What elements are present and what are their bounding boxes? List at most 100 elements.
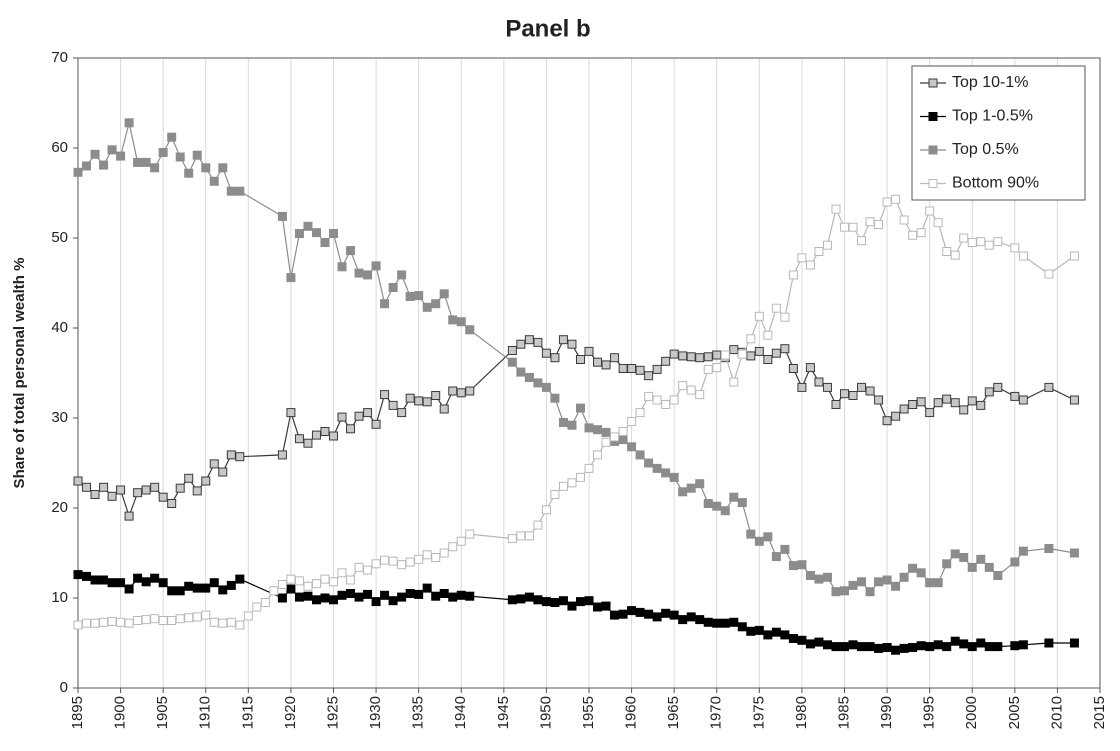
point xyxy=(294,592,304,602)
point xyxy=(82,161,92,171)
point xyxy=(311,595,321,605)
x-tick-label: 1955 xyxy=(580,696,597,729)
point xyxy=(950,398,960,408)
point xyxy=(805,260,815,270)
point xyxy=(226,450,236,460)
point xyxy=(90,149,100,159)
point xyxy=(610,432,620,442)
point xyxy=(337,262,347,272)
point xyxy=(558,418,568,427)
point xyxy=(746,351,756,361)
point xyxy=(925,206,935,216)
x-tick-label: 1985 xyxy=(835,696,852,729)
point xyxy=(235,620,245,630)
point xyxy=(371,597,381,607)
point xyxy=(448,386,458,396)
point xyxy=(209,459,219,469)
point xyxy=(150,482,160,492)
point xyxy=(627,417,637,427)
point xyxy=(175,586,185,596)
point xyxy=(984,240,994,250)
point xyxy=(857,382,867,392)
point xyxy=(294,576,304,586)
point xyxy=(192,612,202,622)
point xyxy=(627,606,637,616)
point xyxy=(414,589,424,599)
x-tick-label: 1940 xyxy=(452,696,469,729)
point xyxy=(584,463,594,473)
point xyxy=(456,590,466,600)
point xyxy=(507,346,517,355)
x-tick-label: 1975 xyxy=(750,696,767,729)
point xyxy=(840,389,849,399)
x-tick-label: 1960 xyxy=(623,696,640,729)
point xyxy=(984,562,994,572)
point xyxy=(346,589,356,598)
legend-marker xyxy=(928,78,938,88)
point xyxy=(277,593,287,603)
point xyxy=(627,364,637,373)
point xyxy=(610,353,620,363)
point xyxy=(524,592,534,602)
point xyxy=(788,364,798,373)
point xyxy=(942,247,952,256)
point xyxy=(90,618,100,628)
point xyxy=(516,367,526,377)
y-tick-label: 0 xyxy=(60,679,68,696)
point xyxy=(754,625,764,635)
point xyxy=(448,542,458,552)
point xyxy=(891,411,901,421)
point xyxy=(593,450,603,460)
point xyxy=(661,400,671,409)
point xyxy=(771,303,781,313)
point xyxy=(422,302,432,312)
point xyxy=(363,408,373,418)
point xyxy=(652,612,662,622)
point xyxy=(303,581,313,591)
point xyxy=(431,591,441,601)
x-tick-label: 1915 xyxy=(239,696,256,729)
point xyxy=(371,419,381,429)
point xyxy=(908,643,918,652)
point xyxy=(1044,382,1054,392)
y-tick-label: 10 xyxy=(51,589,68,606)
point xyxy=(575,597,585,607)
x-tick-label: 2005 xyxy=(1006,696,1023,729)
point xyxy=(226,617,236,627)
chart-title: Panel b xyxy=(505,15,590,42)
point xyxy=(294,434,304,444)
point xyxy=(286,408,296,418)
point xyxy=(754,311,764,321)
point xyxy=(158,148,168,157)
point xyxy=(456,536,466,546)
point xyxy=(703,364,713,374)
point xyxy=(73,620,83,630)
point xyxy=(610,610,620,620)
point xyxy=(184,613,194,623)
point xyxy=(916,641,926,651)
point xyxy=(814,247,824,256)
point xyxy=(967,642,977,652)
point xyxy=(550,490,560,499)
point xyxy=(848,640,858,650)
point xyxy=(822,240,832,250)
point xyxy=(593,425,603,435)
point xyxy=(857,577,867,587)
point xyxy=(82,618,92,628)
point xyxy=(669,395,679,405)
point xyxy=(822,382,832,392)
point xyxy=(346,424,356,434)
point xyxy=(192,150,202,160)
point xyxy=(329,229,338,238)
x-tick-label: 1980 xyxy=(793,696,810,729)
point xyxy=(133,616,143,625)
point xyxy=(712,350,722,360)
point xyxy=(235,574,245,584)
x-tick-label: 1970 xyxy=(708,696,725,729)
point xyxy=(780,344,790,354)
point xyxy=(788,634,798,643)
point xyxy=(1010,557,1020,567)
point xyxy=(882,197,892,207)
point xyxy=(303,438,313,448)
